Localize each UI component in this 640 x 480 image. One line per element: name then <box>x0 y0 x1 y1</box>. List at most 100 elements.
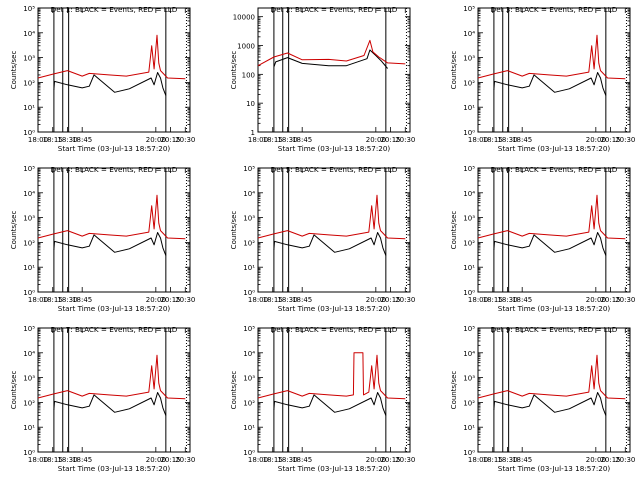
x-tick-label: 18:00 <box>248 296 268 304</box>
y-tick-label: 10000 <box>233 14 255 22</box>
x-tick-label: 18:30 <box>497 456 517 464</box>
x-tick-label: 18:30 <box>497 136 517 144</box>
y-tick-label: 10³ <box>243 375 255 383</box>
x-tick-label: 18:45 <box>72 136 92 144</box>
x-tick-label: 18:45 <box>512 296 532 304</box>
x-tick-label: 20:00 <box>586 456 606 464</box>
y-tick-label: 10² <box>243 239 255 247</box>
lld-series-line <box>37 34 186 80</box>
lld-series-line <box>257 352 406 400</box>
x-tick-label: 20:00 <box>366 296 386 304</box>
events-series-line <box>493 72 607 96</box>
x-tick-label: 20:15 <box>380 456 400 464</box>
x-tick-label: 18:15 <box>483 456 503 464</box>
plot-frame <box>37 167 191 293</box>
events-series-line <box>273 49 388 69</box>
x-tick-label: 20:15 <box>380 296 400 304</box>
lld-series-line <box>477 34 626 80</box>
y-axis-label: Counts/sec <box>230 371 238 410</box>
x-axis-label: Start Time (03-Jul-13 18:57:20) <box>58 304 171 313</box>
x-axis-label: Start Time (03-Jul-13 18:57:20) <box>278 304 391 313</box>
y-tick-label: 10¹ <box>23 424 35 432</box>
x-axis-label: Start Time (03-Jul-13 18:57:20) <box>498 464 611 473</box>
panel-title: Det 3: BLACK = Events, RED = LLD <box>491 5 618 14</box>
plot-frame <box>37 7 191 133</box>
x-tick-label: 20:00 <box>366 456 386 464</box>
y-tick-label: 10⁴ <box>23 190 35 198</box>
x-tick-label: 18:45 <box>72 296 92 304</box>
y-tick-label: 10³ <box>463 215 475 223</box>
events-series-line <box>53 232 167 256</box>
x-tick-label: 20:30 <box>615 136 635 144</box>
panel-title: Det 4: BLACK = Events, RED = LLD <box>51 165 178 174</box>
lld-series-line <box>257 39 406 67</box>
y-tick-label: 10² <box>23 79 35 87</box>
plot-frame <box>257 327 411 453</box>
x-tick-label: 18:30 <box>277 456 297 464</box>
y-axis-label: Counts/sec <box>230 51 238 90</box>
plot-frame <box>257 167 411 293</box>
y-tick-label: 10⁰ <box>23 129 35 137</box>
y-tick-label: 10⁵ <box>243 165 255 173</box>
x-tick-label: 20:15 <box>160 296 180 304</box>
x-tick-label: 18:15 <box>43 296 63 304</box>
x-tick-label: 18:30 <box>277 136 297 144</box>
y-tick-label: 10⁰ <box>463 449 475 457</box>
y-tick-label: 10³ <box>23 375 35 383</box>
x-tick-label: 18:30 <box>277 296 297 304</box>
y-axis-label: Counts/sec <box>450 371 458 410</box>
x-tick-label: 20:30 <box>395 296 415 304</box>
y-tick-label: 10⁴ <box>23 350 35 358</box>
y-tick-label: 10³ <box>23 55 35 63</box>
x-tick-label: 20:30 <box>175 296 195 304</box>
x-axis-label: Start Time (03-Jul-13 18:57:20) <box>58 464 171 473</box>
x-tick-label: 18:45 <box>292 136 312 144</box>
y-tick-label: 10² <box>243 399 255 407</box>
x-tick-label: 20:15 <box>600 296 620 304</box>
x-tick-label: 18:15 <box>43 456 63 464</box>
x-axis-label: Start Time (03-Jul-13 18:57:20) <box>278 144 391 153</box>
events-series-line <box>493 232 607 256</box>
x-tick-label: 18:45 <box>292 456 312 464</box>
panel-title: Det 8: BLACK = Events, RED = LLD <box>271 325 398 334</box>
y-tick-label: 10² <box>23 399 35 407</box>
y-tick-label: 10⁴ <box>463 190 475 198</box>
y-tick-label: 10⁴ <box>243 190 255 198</box>
x-tick-label: 20:00 <box>146 296 166 304</box>
plot-frame <box>477 327 631 453</box>
x-tick-label: 20:00 <box>146 136 166 144</box>
y-axis-label: Counts/sec <box>230 211 238 250</box>
y-tick-label: 10⁵ <box>243 325 255 333</box>
x-tick-label: 20:00 <box>586 136 606 144</box>
y-tick-label: 10¹ <box>463 264 475 272</box>
lld-series-line <box>257 194 406 240</box>
y-tick-label: 10² <box>463 79 475 87</box>
x-tick-label: 20:00 <box>366 136 386 144</box>
x-tick-label: 18:45 <box>512 136 532 144</box>
plot-frame <box>257 7 411 133</box>
y-tick-label: 10⁰ <box>463 289 475 297</box>
x-tick-label: 18:45 <box>292 296 312 304</box>
y-tick-label: 10¹ <box>243 264 255 272</box>
panel-title: Det 5: BLACK = Events, RED = LLD <box>271 165 398 174</box>
x-tick-label: 18:00 <box>248 136 268 144</box>
y-tick-label: 1 <box>251 129 255 137</box>
events-series-line <box>273 392 387 416</box>
x-axis-label: Start Time (03-Jul-13 18:57:20) <box>498 304 611 313</box>
plot-frame <box>477 7 631 133</box>
y-axis-label: Counts/sec <box>450 51 458 90</box>
x-tick-label: 20:15 <box>600 136 620 144</box>
y-tick-label: 10¹ <box>463 104 475 112</box>
y-tick-label: 10³ <box>243 215 255 223</box>
y-tick-label: 10⁰ <box>243 289 255 297</box>
y-tick-label: 10² <box>23 239 35 247</box>
events-series-line <box>493 392 607 416</box>
events-series-line <box>273 232 387 256</box>
y-tick-label: 10⁵ <box>23 165 35 173</box>
y-tick-label: 10⁰ <box>23 449 35 457</box>
plot-frame <box>37 327 191 453</box>
lld-series-line <box>477 354 626 400</box>
x-tick-label: 20:15 <box>160 456 180 464</box>
